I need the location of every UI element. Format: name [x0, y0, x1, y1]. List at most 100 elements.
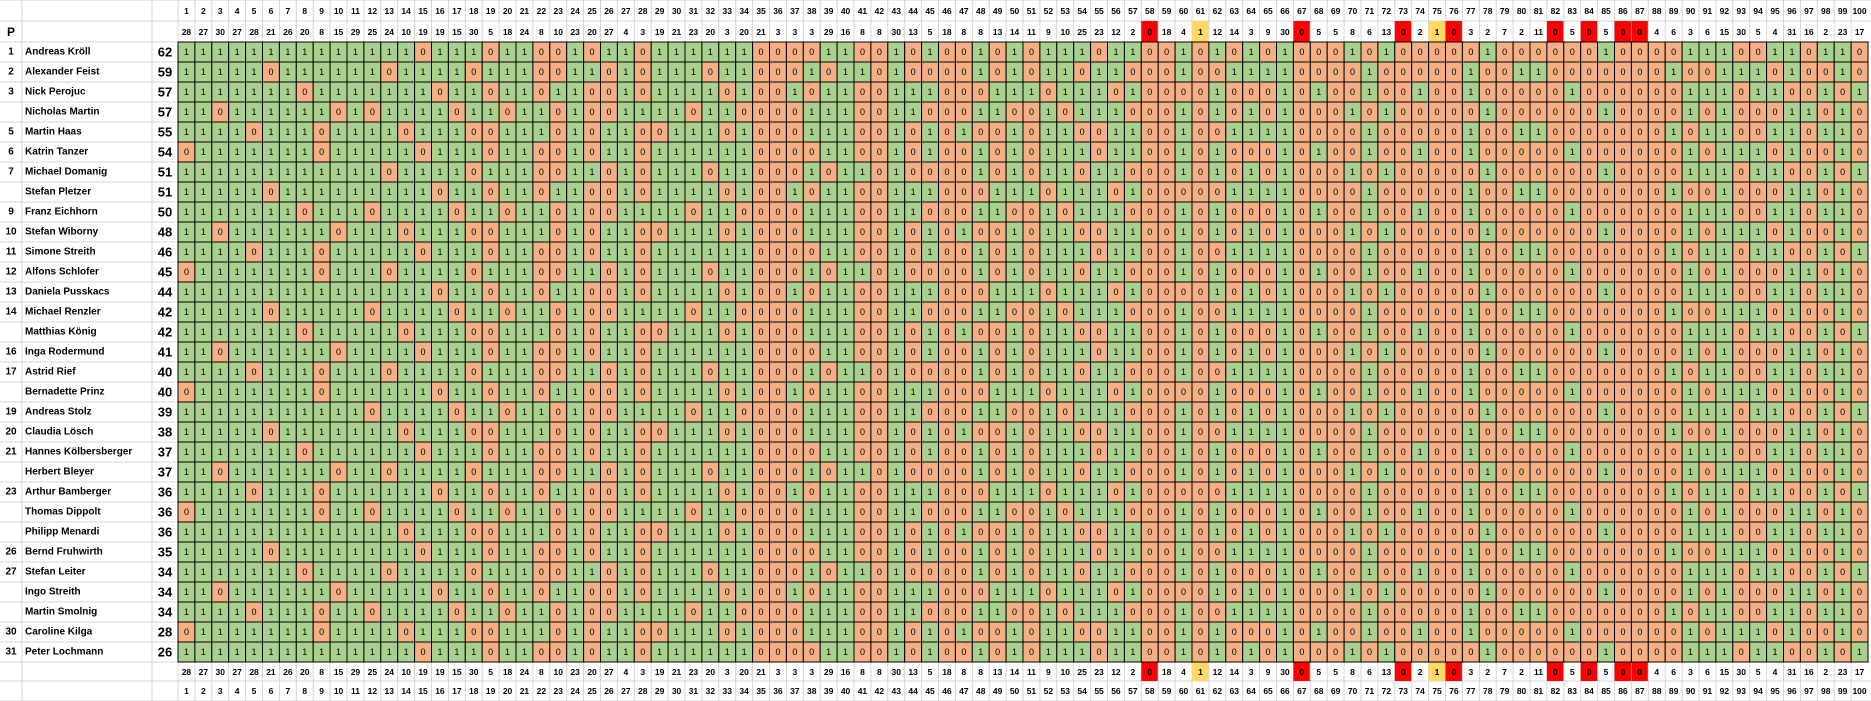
answer-value: 1	[1604, 227, 1609, 237]
correct-count: 0	[1401, 27, 1406, 37]
player-name: Matthias König	[25, 327, 97, 338]
rank: 21	[5, 447, 17, 458]
answer-value: 1	[1249, 427, 1254, 437]
answer-value: 1	[302, 367, 307, 377]
answer-value: 1	[505, 47, 510, 57]
answer-value: 1	[708, 427, 713, 437]
answer-value: 0	[1688, 307, 1693, 317]
answer-value: 0	[742, 307, 747, 317]
correct-count: 18	[1162, 27, 1172, 37]
answer-value: 0	[1756, 187, 1761, 197]
answer-value: 0	[657, 127, 662, 137]
answer-value: 0	[995, 167, 1000, 177]
answer-value: 1	[573, 267, 578, 277]
player-name: Simone Streith	[25, 247, 96, 258]
answer-value: 1	[404, 367, 409, 377]
answer-value: 1	[1789, 107, 1794, 117]
count-highlight	[1293, 21, 1311, 42]
answer-value: 0	[944, 187, 949, 197]
question-number: 50	[1010, 686, 1020, 696]
correct-count: 0	[1553, 667, 1558, 677]
question-number: 66	[1280, 6, 1290, 16]
player-name: Stefan Wiborny	[25, 227, 99, 238]
answer-value: 1	[404, 247, 409, 257]
answer-value: 1	[742, 87, 747, 97]
question-number: 59	[1162, 686, 1172, 696]
answer-value: 1	[674, 267, 679, 277]
answer-value: 0	[1502, 227, 1507, 237]
answer-value: 0	[775, 307, 780, 317]
answer-value: 1	[1789, 67, 1794, 77]
answer-value: 1	[336, 267, 341, 277]
correct-count: 30	[1737, 27, 1747, 37]
answer-value: 0	[1299, 67, 1304, 77]
answer-value: 1	[1840, 207, 1845, 217]
answer-value: 1	[201, 407, 206, 417]
correct-count: 16	[841, 667, 851, 677]
answer-value: 0	[657, 227, 662, 237]
answer-value: 0	[404, 227, 409, 237]
answer-value: 0	[792, 327, 797, 337]
answer-value: 1	[184, 107, 189, 117]
answer-value: 1	[404, 147, 409, 157]
score: 55	[158, 125, 172, 140]
question-number: 46	[942, 686, 952, 696]
answer-value: 0	[1756, 447, 1761, 457]
answer-value: 0	[1587, 447, 1592, 457]
answer-value: 0	[1367, 287, 1372, 297]
answer-value: 1	[184, 227, 189, 237]
answer-value: 1	[742, 327, 747, 337]
answer-value: 1	[268, 387, 273, 397]
answer-value: 0	[1468, 227, 1473, 237]
answer-value: 1	[488, 67, 493, 77]
question-number: 26	[604, 6, 614, 16]
answer-value: 1	[387, 247, 392, 257]
answer-value: 0	[1620, 147, 1625, 157]
answer-value: 0	[1654, 347, 1659, 357]
answer-value: 0	[775, 47, 780, 57]
correct-count: 0	[1299, 667, 1304, 677]
answer-value: 0	[944, 327, 949, 337]
answer-value: 0	[1536, 87, 1541, 97]
answer-value: 0	[877, 127, 882, 137]
correct-count: 13	[993, 27, 1003, 37]
answer-value: 0	[1536, 287, 1541, 297]
answer-value: 0	[1553, 327, 1558, 337]
answer-value: 0	[218, 467, 223, 477]
answer-value: 1	[708, 327, 713, 337]
answer-value: 0	[1620, 187, 1625, 197]
answer-value: 0	[1553, 107, 1558, 117]
answer-value: 1	[437, 167, 442, 177]
answer-value: 1	[623, 107, 628, 117]
answer-value: 0	[556, 447, 561, 457]
answer-value: 1	[218, 127, 223, 137]
answer-value: 0	[590, 427, 595, 437]
answer-value: 0	[759, 367, 764, 377]
answer-value: 1	[1113, 267, 1118, 277]
answer-value: 1	[792, 387, 797, 397]
answer-value: 0	[1435, 187, 1440, 197]
answer-value: 1	[640, 307, 645, 317]
answer-value: 1	[725, 467, 730, 477]
answer-value: 0	[759, 147, 764, 157]
answer-value: 1	[1756, 167, 1761, 177]
answer-value: 0	[1350, 247, 1355, 257]
answer-value: 0	[1570, 227, 1575, 237]
answer-value: 1	[1722, 127, 1727, 137]
answer-value: 1	[640, 207, 645, 217]
answer-value: 0	[1620, 207, 1625, 217]
answer-value: 1	[995, 187, 1000, 197]
question-number: 48	[976, 686, 986, 696]
answer-value: 1	[691, 127, 696, 137]
correct-count: 3	[1468, 27, 1473, 37]
answer-value: 1	[1113, 327, 1118, 337]
question-number: 72	[1382, 686, 1392, 696]
count-highlight	[1631, 662, 1649, 681]
answer-value: 0	[556, 167, 561, 177]
answer-value: 1	[725, 447, 730, 457]
answer-value: 0	[911, 127, 916, 137]
answer-value: 1	[336, 287, 341, 297]
answer-value: 0	[1553, 367, 1558, 377]
answer-value: 1	[1756, 87, 1761, 97]
answer-value: 0	[1299, 227, 1304, 237]
